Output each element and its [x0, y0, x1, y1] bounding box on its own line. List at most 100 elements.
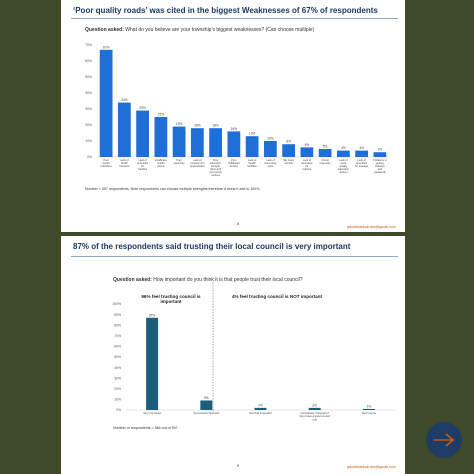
y-tick-label: 70% — [114, 334, 121, 338]
y-tick-label: 20% — [85, 123, 92, 127]
respondents-note: Number = 597 respondents. Note responden… — [85, 187, 260, 191]
category-label: Very important — [143, 411, 161, 415]
category-label: Lack of amenities for teenage — [355, 158, 369, 168]
category-label: Not that important — [249, 411, 271, 415]
category-label: Lack of health facilities — [248, 158, 258, 168]
category-label: Crime/insecurity — [320, 158, 332, 165]
category-label: Poor education, schools, clinic and communit… — [209, 158, 222, 177]
bar-value-label: 18% — [212, 124, 219, 128]
bar — [318, 149, 332, 157]
y-tick-label: 40% — [85, 91, 92, 95]
bar — [172, 126, 186, 157]
y-tick-label: 10% — [114, 398, 121, 402]
bar — [245, 136, 259, 157]
category-label: Not many tourists — [283, 158, 295, 165]
bar-value-label: 16% — [231, 127, 238, 131]
bar — [227, 131, 241, 157]
y-tick-label: 40% — [114, 366, 121, 370]
bar — [99, 49, 113, 157]
arrow-right-icon — [434, 433, 455, 447]
bar — [254, 407, 267, 410]
bar — [190, 128, 204, 157]
respondents-note: Number of respondents = 584 out of 597 — [113, 426, 178, 430]
category-label: Poor quality roads/bus — [100, 158, 112, 168]
bar — [136, 110, 150, 157]
category-label: Lack of employment opportunities — [190, 158, 206, 168]
y-tick-label: 20% — [114, 387, 121, 391]
category-label: Insufficient mobile phone — [155, 158, 168, 168]
page-number: 9 — [237, 464, 239, 468]
important-panel-heading: 96% feel trusting council is important — [141, 294, 201, 305]
bar-value-label: 13% — [249, 132, 256, 136]
slide-council-trust: 87% of the respondents said trusting the… — [61, 236, 405, 474]
slide-weaknesses: ‘Poor quality roads’ was cited in the bi… — [61, 0, 405, 232]
question-text: How important do you think it is that pe… — [153, 277, 303, 283]
y-tick-label: 0% — [116, 408, 121, 412]
category-label: Lack of Public transport — [119, 158, 130, 168]
y-tick-label: 70% — [85, 43, 92, 47]
bar-value-label: 4% — [359, 146, 364, 150]
y-tick-label: 80% — [114, 323, 121, 327]
bar-value-label: 4% — [341, 146, 346, 150]
y-tick-label: 90% — [114, 313, 121, 317]
bar — [282, 144, 296, 157]
slide-title: 87% of the respondents said trusting the… — [73, 242, 351, 251]
question-text: What do you believe are your township’s … — [125, 27, 315, 33]
bar — [209, 128, 223, 157]
not-important-panel-heading: 4% feel trusting council is NOT importan… — [231, 294, 323, 299]
council-trust-bar-chart: 0% 10% 20% 30% 40% 50% 60% 70% 80% 90% 100% 87% Very… — [112, 282, 396, 421]
bar-value-label: 18% — [194, 124, 201, 128]
category-label: Don't know — [362, 411, 377, 415]
category-label: Poor electricity — [174, 158, 186, 165]
bar-value-label: 2% — [312, 403, 317, 407]
bar-value-label: 1% — [367, 404, 372, 408]
question-label: Question asked: — [113, 277, 152, 283]
y-tick-label: 0% — [87, 155, 92, 159]
y-tick-label: 10% — [85, 139, 92, 143]
bar-value-label: 87% — [149, 313, 156, 317]
y-tick-label: 60% — [114, 345, 121, 349]
y-tick-label: 60% — [85, 59, 92, 63]
title-divider — [71, 256, 398, 257]
bar — [200, 400, 213, 410]
category-label: Lack of amenities for families — [137, 158, 149, 171]
question-label: Question asked: — [85, 27, 124, 33]
bar — [355, 150, 369, 157]
bar — [263, 141, 277, 157]
y-tick-label: 50% — [114, 355, 121, 359]
bar-value-label: 34% — [121, 98, 128, 102]
category-label: Somewhat important — [193, 411, 219, 415]
bar-value-label: 25% — [158, 113, 165, 117]
category-label: Completely irrelevant if they have a loca… — [299, 411, 330, 421]
bar-value-label: 8% — [286, 140, 291, 144]
bar — [117, 102, 131, 157]
bar-value-label: 6% — [305, 143, 310, 147]
bar — [146, 317, 159, 410]
bar-value-label: 5% — [323, 145, 328, 149]
y-tick-label: 100% — [112, 302, 121, 306]
next-slide-button[interactable] — [426, 422, 462, 458]
bar-value-label: 29% — [139, 106, 146, 110]
bar-value-label: 19% — [176, 122, 183, 126]
bar-value-label: 67% — [103, 45, 110, 49]
category-label: Problems in getting holidays and weekends — [373, 158, 387, 174]
slide-title: ‘Poor quality roads’ was cited in the bi… — [73, 6, 378, 15]
bar — [362, 408, 375, 410]
bar-value-label: 9% — [204, 396, 209, 400]
weaknesses-bar-chart: 0% 10% 20% 30% 40% 50% 60% 70% 67% Poor quality roa… — [85, 43, 389, 177]
category-label: Lack of community spirit — [264, 158, 277, 168]
bar — [154, 117, 168, 157]
category-label: Lack of good quality education options — [338, 158, 350, 174]
question-line: Question asked: How important do you thi… — [113, 277, 303, 283]
y-tick-label: 30% — [85, 107, 92, 111]
category-label: Poor healthcare access — [228, 158, 241, 168]
y-tick-label: 30% — [114, 376, 121, 380]
bar — [308, 407, 321, 410]
bar — [300, 147, 314, 157]
author-email: jasonkhantsal.ans@gmail.com — [347, 465, 396, 469]
title-divider — [71, 18, 398, 19]
bar — [373, 152, 387, 157]
category-label: Lack of amenities for retirees — [301, 158, 313, 171]
bar — [336, 150, 350, 157]
author-email: jasonkhantsal.ans@gmail.com — [347, 225, 396, 229]
